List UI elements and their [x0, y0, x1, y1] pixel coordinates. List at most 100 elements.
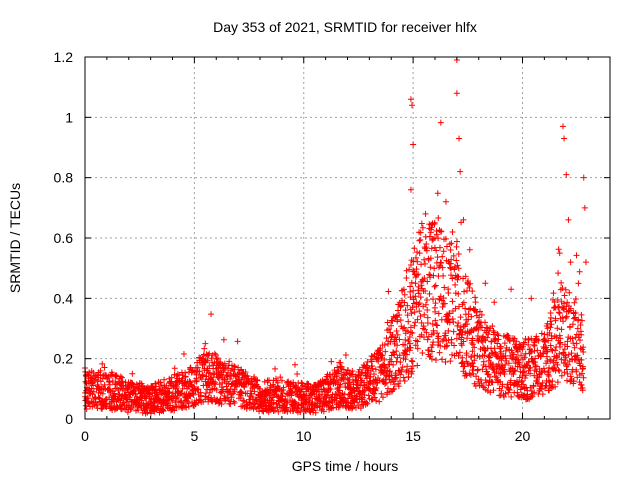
data-point: [118, 374, 125, 381]
data-point: [415, 271, 422, 278]
data-point: [254, 377, 261, 384]
data-point: [568, 350, 575, 357]
data-point: [473, 373, 480, 380]
data-point: [521, 339, 528, 346]
data-point: [418, 261, 425, 268]
data-point: [454, 322, 461, 329]
data-point: [480, 333, 487, 340]
data-point: [511, 368, 518, 375]
data-point: [186, 378, 193, 385]
data-point: [392, 375, 399, 382]
data-point: [487, 389, 494, 396]
data-point: [404, 328, 411, 335]
y-tick-label: 0.8: [54, 170, 74, 186]
data-point: [117, 373, 124, 380]
data-point: [216, 397, 223, 404]
data-point: [158, 382, 165, 389]
data-point: [448, 256, 455, 263]
data-point: [392, 314, 399, 321]
data-point: [476, 308, 483, 315]
data-point: [469, 335, 476, 342]
data-point: [580, 374, 587, 381]
data-point: [502, 361, 509, 368]
data-point: [571, 344, 578, 351]
data-point: [158, 391, 165, 398]
data-point: [464, 321, 471, 328]
data-point: [417, 236, 424, 243]
data-point: [231, 366, 238, 373]
data-point: [449, 298, 456, 305]
data-point: [497, 348, 504, 355]
data-point: [472, 294, 479, 301]
data-point: [129, 370, 136, 377]
data-point: [219, 379, 226, 386]
data-point: [502, 390, 509, 397]
data-point: [201, 345, 208, 352]
data-point-outlier: [460, 216, 467, 223]
data-point: [397, 302, 404, 309]
data-point: [373, 379, 380, 386]
data-point: [426, 290, 433, 297]
data-point: [453, 243, 460, 250]
data-point: [414, 249, 421, 256]
data-point: [561, 346, 568, 353]
data-point: [445, 327, 452, 334]
data-point: [434, 330, 441, 337]
data-point: [462, 305, 469, 312]
data-point: [439, 253, 446, 260]
data-point: [418, 319, 425, 326]
data-point: [551, 298, 558, 305]
data-point: [396, 336, 403, 343]
data-point: [493, 376, 500, 383]
data-point: [451, 342, 458, 349]
data-point: [283, 398, 290, 405]
data-point: [560, 318, 567, 325]
data-point: [334, 364, 341, 371]
data-point: [576, 268, 583, 275]
data-point: [160, 408, 167, 415]
data-point: [231, 399, 238, 406]
data-point: [578, 331, 585, 338]
data-point: [402, 307, 409, 314]
data-point: [399, 325, 406, 332]
data-point: [207, 375, 214, 382]
data-point: [294, 371, 301, 378]
data-point: [441, 300, 448, 307]
data-point: [460, 299, 467, 306]
data-point: [435, 310, 442, 317]
data-point: [294, 405, 301, 412]
data-point: [193, 377, 200, 384]
data-point: [381, 356, 388, 363]
data-point: [381, 381, 388, 388]
data-point: [556, 310, 563, 317]
data-point: [409, 330, 416, 337]
data-point: [520, 381, 527, 388]
data-point: [422, 210, 429, 217]
data-point: [442, 332, 449, 339]
data-point: [449, 351, 456, 358]
data-point: [431, 283, 438, 290]
data-point: [550, 290, 557, 297]
data-point: [422, 287, 429, 294]
data-point: [189, 390, 196, 397]
data-point: [484, 345, 491, 352]
data-point: [227, 386, 234, 393]
data-point: [221, 376, 228, 383]
data-point: [210, 380, 217, 387]
data-point-outlier: [561, 135, 568, 142]
data-point: [377, 345, 384, 352]
data-point: [561, 292, 568, 299]
data-point: [429, 341, 436, 348]
data-point: [407, 344, 414, 351]
data-point: [287, 385, 294, 392]
data-point: [303, 398, 310, 405]
data-point: [412, 280, 419, 287]
data-point: [522, 375, 529, 382]
data-point: [501, 340, 508, 347]
x-tick-label: 20: [515, 428, 531, 444]
data-point: [532, 363, 539, 370]
data-point: [542, 338, 549, 345]
data-point: [135, 406, 142, 413]
data-point: [469, 341, 476, 348]
